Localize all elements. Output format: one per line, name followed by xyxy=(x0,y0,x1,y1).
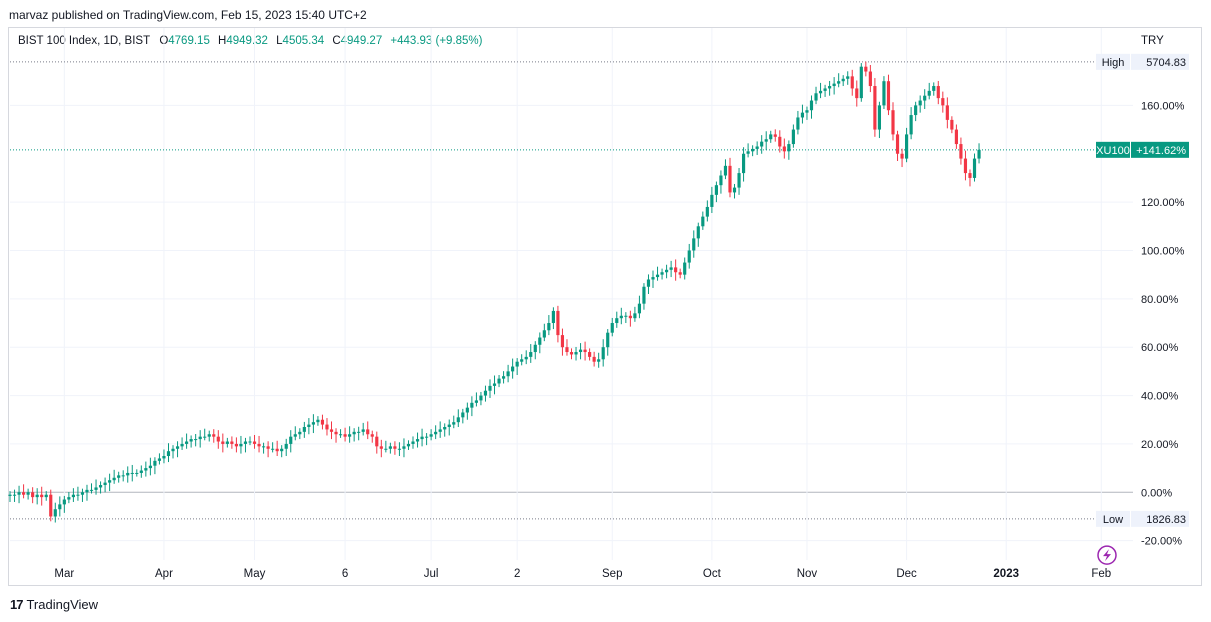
close-label: C xyxy=(332,35,341,47)
high-value: 4949.32 xyxy=(226,35,268,47)
open-value: 4769.15 xyxy=(168,35,210,47)
footer-brand[interactable]: 17 TradingView xyxy=(10,597,98,612)
close-value: 4949.27 xyxy=(340,35,383,47)
publisher-line: marvaz published on TradingView.com, Feb… xyxy=(9,8,367,22)
open-label: O xyxy=(159,35,169,47)
low-value: 4505.34 xyxy=(282,35,325,47)
symbol-label[interactable]: BIST 100 Index, 1D, BIST xyxy=(18,35,151,47)
high-label: H xyxy=(218,35,227,47)
chart-legend: BIST 100 Index, 1D, BIST O4769.15 H4949.… xyxy=(18,35,488,47)
currency-label: TRY xyxy=(1141,35,1164,47)
brand-name: TradingView xyxy=(26,597,99,612)
chart-frame xyxy=(8,27,1202,586)
low-label: L xyxy=(276,35,283,47)
change-value: +443.93 (+9.85%) xyxy=(390,35,483,47)
tradingview-logo-icon: 17 xyxy=(10,597,24,612)
